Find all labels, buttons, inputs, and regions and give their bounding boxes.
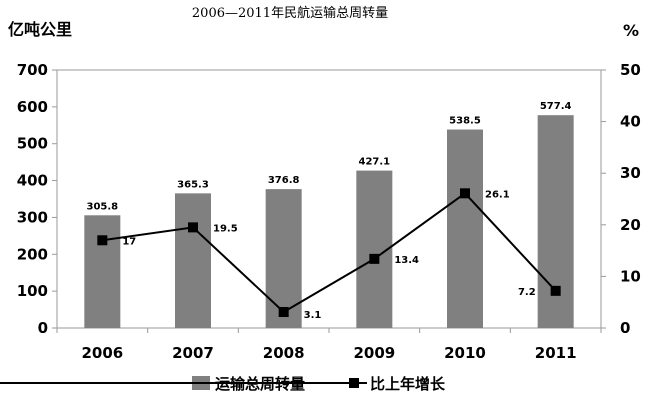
line-point — [369, 253, 380, 264]
legend-line-label: 比上年增长 — [370, 375, 446, 393]
growth-line — [102, 191, 557, 314]
bar-value-label: 427.1 — [359, 157, 391, 168]
x-tick-label: 2010 — [444, 344, 486, 362]
right-tick-label: 40 — [620, 113, 641, 131]
right-tick-label: 20 — [620, 216, 641, 234]
line-value-label: 19.5 — [213, 223, 238, 234]
line-value-label: 26.1 — [485, 189, 510, 200]
x-tick-label: 2009 — [353, 344, 395, 362]
left-tick-label: 700 — [17, 61, 48, 79]
bar — [175, 193, 211, 328]
right-tick-label: 50 — [620, 61, 641, 79]
left-tick-label: 0 — [38, 319, 48, 337]
bar — [447, 129, 483, 328]
left-tick-label: 600 — [17, 98, 48, 116]
line-series — [97, 188, 561, 318]
line-value-label: 17 — [122, 236, 136, 247]
bar-series — [84, 115, 574, 328]
x-tick-label: 2007 — [172, 344, 214, 362]
x-tick-label: 2011 — [535, 344, 577, 362]
line-point — [460, 188, 470, 199]
bar-value-label: 538.5 — [449, 116, 481, 127]
line-point — [97, 235, 108, 246]
bar-value-label: 577.4 — [540, 101, 572, 112]
x-tick-label: 2006 — [81, 344, 123, 362]
bar — [84, 215, 121, 328]
bar-value-label: 305.8 — [87, 201, 119, 212]
left-tick-label: 200 — [17, 245, 48, 263]
bar — [537, 115, 574, 328]
line-value-label: 3.1 — [304, 310, 322, 321]
left-tick-label: 300 — [17, 208, 48, 226]
bar-value-label: 376.8 — [268, 175, 300, 186]
line-point — [188, 222, 198, 233]
data-labels: 305.8 365.3 376.8 427.1 538.5 577.4 17 19.5 3.1 1… — [87, 101, 572, 321]
left-tick-label: 100 — [17, 282, 48, 300]
right-tick-label: 0 — [620, 319, 630, 337]
line-value-label: 13.4 — [394, 255, 419, 266]
axes: 0 100 200 300 400 500 600 700 0 10 20 30 40 50 2006 200… — [17, 61, 641, 362]
right-tick-label: 30 — [620, 164, 641, 182]
bar-value-label: 365.3 — [177, 179, 209, 190]
left-tick-label: 500 — [17, 135, 48, 153]
legend: 运输总周转量 比上年增长 — [0, 375, 446, 393]
chart-title: 2006—2011年民航运输总周转量 — [192, 5, 388, 21]
x-tick-label: 2008 — [263, 344, 305, 362]
line-value-label: 7.2 — [518, 287, 536, 298]
right-axis-unit: % — [623, 21, 639, 40]
left-tick-label: 400 — [17, 172, 48, 190]
legend-line-marker — [349, 378, 359, 388]
line-point — [550, 285, 561, 296]
left-axis-unit: 亿吨公里 — [8, 20, 72, 39]
line-point — [278, 307, 289, 318]
right-tick-label: 10 — [620, 267, 641, 285]
